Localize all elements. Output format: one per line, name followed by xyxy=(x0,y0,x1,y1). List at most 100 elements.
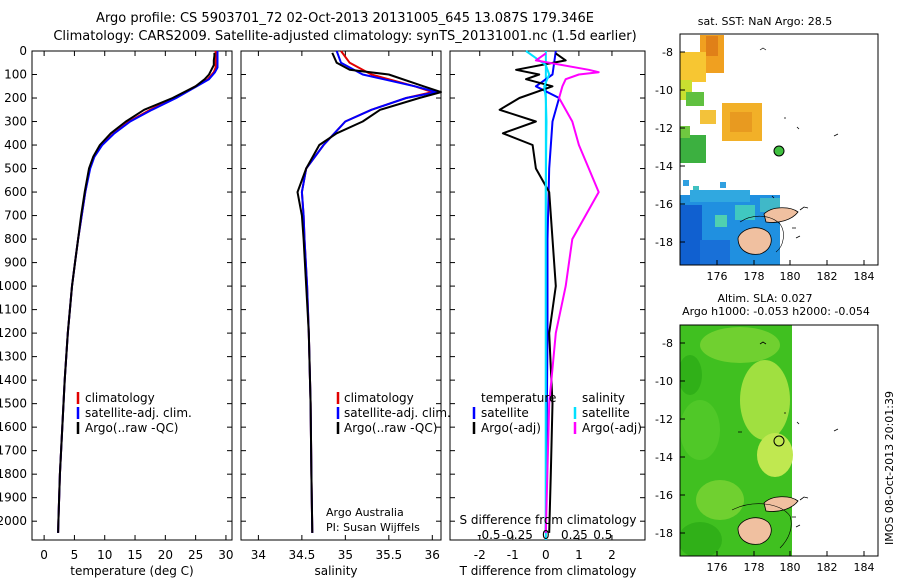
legend-label-t-satellite: satellite xyxy=(481,406,529,420)
y-tick-label: 1900 xyxy=(0,491,27,505)
difference-panel: -2 -1 0 1 2 S difference from climatology -0… xyxy=(449,50,646,578)
sst-patch-green xyxy=(680,135,706,163)
legend-label-satellite: satellite-adj. clim. xyxy=(85,406,192,420)
y-tick-label: 1300 xyxy=(0,350,27,364)
legend-header-salinity: salinity xyxy=(582,391,625,405)
y-tick-label: 1100 xyxy=(0,303,27,317)
series-line-salinity-argo-adj- xyxy=(534,52,600,533)
y-tick-label: 400 xyxy=(4,138,27,152)
y-tick-label: 1800 xyxy=(0,467,27,481)
sst-map: sat. SST: NaN Argo: 28.5 xyxy=(655,15,879,283)
x-tick-label: 34.5 xyxy=(289,548,316,562)
map-lon-label: 184 xyxy=(854,270,875,283)
difference-legend: temperature salinity satellite Argo(-adj… xyxy=(472,391,642,435)
y-tick-label: 2000 xyxy=(0,514,27,528)
legend-label-t-argo: Argo(-adj) xyxy=(481,421,541,435)
legend-label-argo: Argo(..raw -QC) xyxy=(85,421,178,435)
temperature-panel: 0100200300400500600700800900100011001200… xyxy=(0,44,234,578)
sst-pixel xyxy=(693,186,699,192)
sst-map-frame xyxy=(679,33,879,266)
map-lat-label: -12 xyxy=(655,413,673,426)
islet xyxy=(771,195,809,239)
reef-contour xyxy=(739,215,784,253)
sla-map-field xyxy=(680,325,839,556)
y-tick-label: 0 xyxy=(19,44,27,58)
series-line-temperature-argo-adj- xyxy=(498,52,567,533)
sla-blob xyxy=(696,480,744,520)
legend-label-satellite: satellite-adj. clim. xyxy=(344,406,451,420)
islet xyxy=(759,47,767,51)
argo-position-marker xyxy=(773,435,785,447)
salinity-diff-tick-label: 0.25 xyxy=(561,528,588,542)
x-tick-label: 10 xyxy=(97,548,112,562)
legend-label-climatology: climatology xyxy=(85,391,155,405)
map-lon-label: 180 xyxy=(780,270,801,283)
legend-label-argo: Argo(..raw -QC) xyxy=(344,421,437,435)
y-tick-label: 1400 xyxy=(0,373,27,387)
sla-blob-high xyxy=(757,433,793,477)
series-line-argo-raw-qc- xyxy=(57,52,216,533)
y-tick-label: 200 xyxy=(4,91,27,105)
sla-map-subtitle: Argo h1000: -0.053 h2000: -0.054 xyxy=(682,305,870,318)
map-lat-label: -10 xyxy=(655,375,673,388)
map-lon-label: 182 xyxy=(817,270,838,283)
series-line-argo-raw-qc- xyxy=(296,52,442,533)
temperature-xlabel: temperature (deg C) xyxy=(70,564,193,578)
sst-patch-cool xyxy=(690,190,750,202)
annotation-argo-australia: Argo Australia xyxy=(326,506,404,519)
salinity-xlabel: salinity xyxy=(314,564,357,578)
salinity-diff-tick-label: -0.5 xyxy=(477,528,500,542)
salinity-legend: climatology satellite-adj. clim. Argo(..… xyxy=(336,391,451,435)
salinity-panel: 34 34.5 35 35.5 36 salinity climatology sate… xyxy=(240,50,451,578)
sst-patch-cold xyxy=(680,205,702,265)
y-tick-label: 1500 xyxy=(0,397,27,411)
x-tick-label: 34 xyxy=(251,548,266,562)
sst-patch-warm xyxy=(680,52,706,82)
sla-map: Altim. SLA: 0.027 Argo h1000: -0.053 h20… xyxy=(655,292,879,574)
islet xyxy=(738,341,839,528)
map-lon-label: 180 xyxy=(780,561,801,574)
legend-label-climatology: climatology xyxy=(344,391,414,405)
map-lon-label: 176 xyxy=(707,270,728,283)
map-lat-label: -18 xyxy=(655,236,673,249)
salinity-diff-tick-label: 0.5 xyxy=(593,528,612,542)
map-lat-label: -8 xyxy=(662,337,673,350)
sla-blob-low xyxy=(680,355,702,395)
x-tick-label: 2 xyxy=(608,548,616,562)
x-tick-label: 0 xyxy=(40,548,48,562)
legend-header-temperature: temperature xyxy=(481,391,556,405)
sla-blob-low xyxy=(680,522,722,556)
map-lat-label: -14 xyxy=(655,160,673,173)
sla-blob xyxy=(680,400,720,460)
y-tick-label: 1000 xyxy=(0,279,27,293)
y-tick-label: 300 xyxy=(4,115,27,129)
sst-patch-cool xyxy=(715,215,727,227)
map-lon-label: 184 xyxy=(854,561,875,574)
difference-xlabel-temperature: T difference from climatology xyxy=(459,564,637,578)
map-lat-label: -14 xyxy=(655,451,673,464)
sla-blob-high xyxy=(740,360,790,440)
sst-patch-cool xyxy=(735,205,755,220)
y-tick-label: 900 xyxy=(4,256,27,270)
map-lon-label: 178 xyxy=(744,561,765,574)
map-lat-label: -16 xyxy=(655,489,673,502)
temperature-axes-frame xyxy=(31,50,233,541)
map-lat-label: -18 xyxy=(655,527,673,540)
map-lon-label: 176 xyxy=(707,561,728,574)
legend-label-s-argo: Argo(-adj) xyxy=(582,421,642,435)
x-tick-label: 36 xyxy=(425,548,440,562)
salinity-diff-tick-label: -0.25 xyxy=(502,528,533,542)
sst-patch-green xyxy=(680,126,690,138)
x-tick-label: 20 xyxy=(158,548,173,562)
series-line-salinity-satellite xyxy=(525,50,551,533)
footer-timestamp: IMOS 08-Oct-2013 20:01:39 xyxy=(883,391,896,545)
title-line2: Climatology: CARS2009. Satellite-adjuste… xyxy=(53,29,636,44)
legend-label-s-satellite: satellite xyxy=(582,406,630,420)
sst-patch-cold xyxy=(700,240,730,265)
map-lat-label: -10 xyxy=(655,84,673,97)
land-viti-levu xyxy=(737,517,772,545)
difference-xlabel-salinity: S difference from climatology xyxy=(460,513,637,527)
y-tick-label: 500 xyxy=(4,162,27,176)
sst-patch-hot xyxy=(706,36,718,56)
